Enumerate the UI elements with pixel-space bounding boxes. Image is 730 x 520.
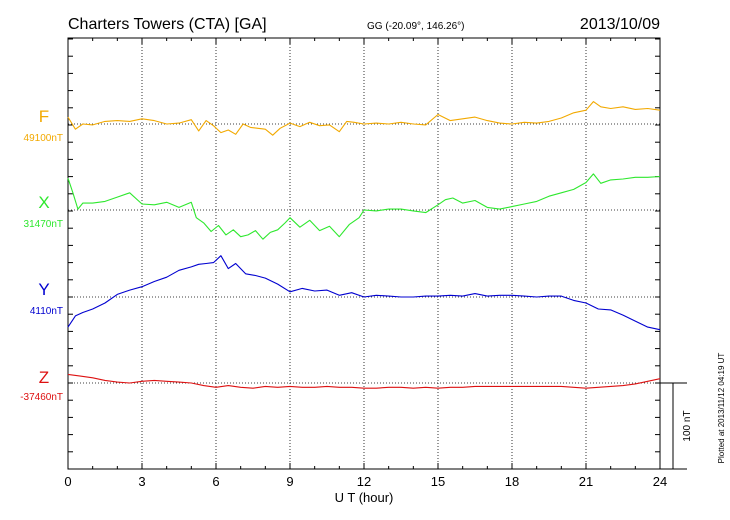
x-tick-label-18: 18 xyxy=(505,474,519,489)
series-y-label: Y xyxy=(38,280,49,299)
x-tick-label-24: 24 xyxy=(653,474,667,489)
series-z-baseline-label: -37460nT xyxy=(20,392,63,403)
x-tick-label-6: 6 xyxy=(212,474,219,489)
chart-title: Charters Towers (CTA) [GA] xyxy=(68,16,267,33)
axis-ticks xyxy=(67,38,661,470)
series-y-baseline-label: 4110nT xyxy=(30,306,63,317)
x-tick-label-15: 15 xyxy=(431,474,445,489)
series-f-baseline-label: 49100nT xyxy=(24,133,63,144)
series-x-label: X xyxy=(38,193,49,212)
chart-date: 2013/10/09 xyxy=(580,16,660,33)
station-coordinates: GG (-20.09°, 146.26°) xyxy=(367,21,465,32)
x-tick-label-3: 3 xyxy=(138,474,145,489)
series-y-line xyxy=(67,255,661,331)
x-tick-label-21: 21 xyxy=(579,474,593,489)
series-z-label: Z xyxy=(39,368,49,387)
scale-bar-label: 100 nT xyxy=(682,410,693,441)
scale-bar: 100 nT xyxy=(660,382,693,470)
series-x-baseline-label: 31470nT xyxy=(24,219,63,230)
series-x-line xyxy=(67,173,661,240)
x-tick-label-9: 9 xyxy=(286,474,293,489)
x-axis-label: U T (hour) xyxy=(335,490,394,505)
grid xyxy=(141,38,587,469)
series-lines xyxy=(67,101,661,389)
series-f-line xyxy=(67,101,661,136)
series-z-line xyxy=(67,373,661,389)
plotted-timestamp: Plotted at 2013/11/12 04:19 UT xyxy=(717,353,726,464)
x-tick-label-12: 12 xyxy=(357,474,371,489)
x-tick-label-0: 0 xyxy=(64,474,71,489)
series-f-label: F xyxy=(39,107,49,126)
x-tick-labels: 0 3 6 9 12 15 18 21 24 xyxy=(64,474,667,489)
component-labels: F 49100nT X 31470nT Y 4110nT Z -37460nT xyxy=(20,107,63,403)
